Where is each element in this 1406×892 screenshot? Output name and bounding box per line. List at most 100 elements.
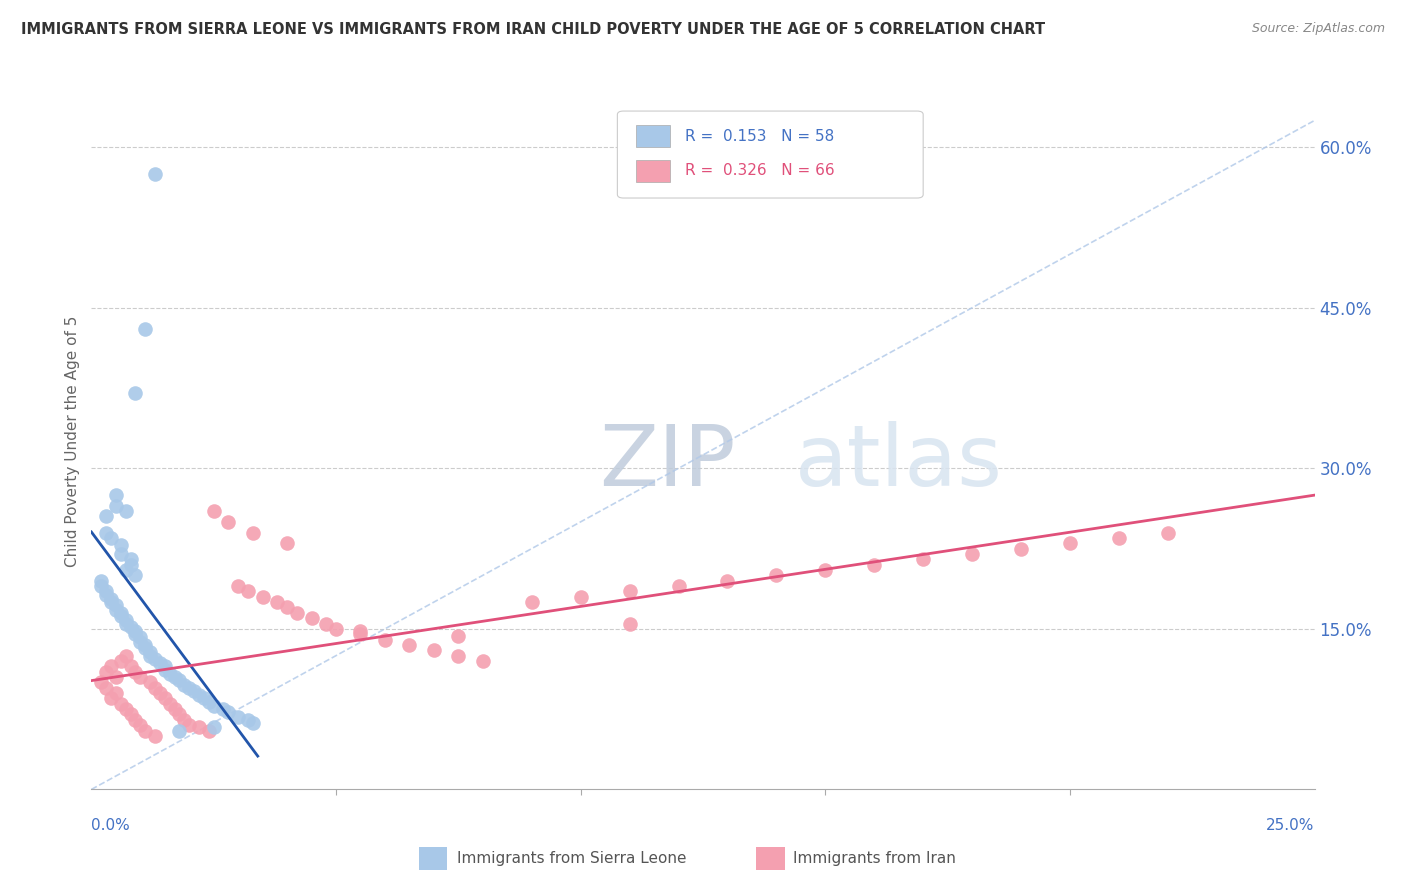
Point <box>94 525 117 540</box>
Point <box>134 641 156 656</box>
Point <box>179 718 201 732</box>
Point <box>173 677 195 691</box>
Point <box>285 606 308 620</box>
Point <box>520 595 543 609</box>
Point <box>110 697 132 711</box>
Point <box>1010 541 1032 556</box>
Point <box>1108 531 1130 545</box>
FancyBboxPatch shape <box>636 160 671 182</box>
Point <box>159 666 181 681</box>
Text: R =  0.326   N = 66: R = 0.326 N = 66 <box>685 163 834 178</box>
Text: 0.0%: 0.0% <box>91 818 131 832</box>
Point <box>114 616 136 631</box>
Point <box>236 584 259 599</box>
Point <box>149 686 172 700</box>
Point <box>114 563 136 577</box>
Text: ZIP: ZIP <box>599 421 735 504</box>
Point <box>124 386 146 401</box>
Point <box>668 579 690 593</box>
Point <box>139 645 162 659</box>
Point <box>124 568 146 582</box>
Point <box>134 322 156 336</box>
Point <box>202 698 225 713</box>
Text: Immigrants from Iran: Immigrants from Iran <box>793 852 956 866</box>
Point <box>159 697 181 711</box>
Point <box>188 720 211 734</box>
Point <box>169 723 191 738</box>
Point <box>90 675 112 690</box>
Point <box>276 536 298 550</box>
Point <box>114 648 136 663</box>
Point <box>124 665 146 679</box>
Point <box>619 616 641 631</box>
Point <box>114 613 136 627</box>
Point <box>266 595 288 609</box>
Text: R =  0.153   N = 58: R = 0.153 N = 58 <box>685 128 834 144</box>
Text: atlas: atlas <box>794 421 1002 504</box>
Point <box>104 670 127 684</box>
Point <box>153 659 176 673</box>
Point <box>716 574 738 588</box>
Point <box>960 547 983 561</box>
Point <box>163 670 186 684</box>
Point <box>90 579 112 593</box>
Point <box>569 590 592 604</box>
Point <box>104 499 127 513</box>
Point <box>149 656 172 670</box>
Point <box>134 638 156 652</box>
FancyBboxPatch shape <box>617 111 924 198</box>
Point <box>765 568 787 582</box>
Point <box>134 723 156 738</box>
Point <box>198 695 221 709</box>
Point <box>114 702 136 716</box>
Text: Source: ZipAtlas.com: Source: ZipAtlas.com <box>1251 22 1385 36</box>
Point <box>120 707 142 722</box>
Point <box>212 702 235 716</box>
Point <box>139 675 162 690</box>
Point <box>100 691 122 706</box>
FancyBboxPatch shape <box>636 125 671 147</box>
Point <box>110 547 132 561</box>
Point <box>143 681 166 695</box>
Point <box>236 713 259 727</box>
Point <box>398 638 420 652</box>
Point <box>202 720 225 734</box>
Point <box>124 627 146 641</box>
Point <box>129 634 152 648</box>
Point <box>114 504 136 518</box>
Point <box>143 729 166 743</box>
Point <box>471 654 494 668</box>
Point <box>169 673 191 688</box>
Point <box>202 504 225 518</box>
Point <box>193 691 215 706</box>
Point <box>447 648 470 663</box>
Point <box>198 723 221 738</box>
Point <box>110 654 132 668</box>
Point <box>90 574 112 588</box>
Point <box>912 552 935 566</box>
Point <box>179 681 201 695</box>
Point <box>124 624 146 638</box>
Point <box>143 652 166 666</box>
Point <box>301 611 323 625</box>
Point <box>619 584 641 599</box>
Point <box>252 590 274 604</box>
Point <box>104 686 127 700</box>
Point <box>217 706 239 720</box>
Point <box>104 488 127 502</box>
Point <box>863 558 886 572</box>
Point <box>163 702 186 716</box>
Point <box>349 624 371 638</box>
Point <box>104 602 127 616</box>
Point <box>94 588 117 602</box>
Point <box>129 631 152 645</box>
Point <box>325 622 347 636</box>
Point <box>153 663 176 677</box>
Point <box>143 167 166 181</box>
Point <box>94 509 117 524</box>
Point <box>153 691 176 706</box>
Point <box>242 525 264 540</box>
Point <box>104 599 127 613</box>
Point <box>110 606 132 620</box>
Point <box>217 515 239 529</box>
